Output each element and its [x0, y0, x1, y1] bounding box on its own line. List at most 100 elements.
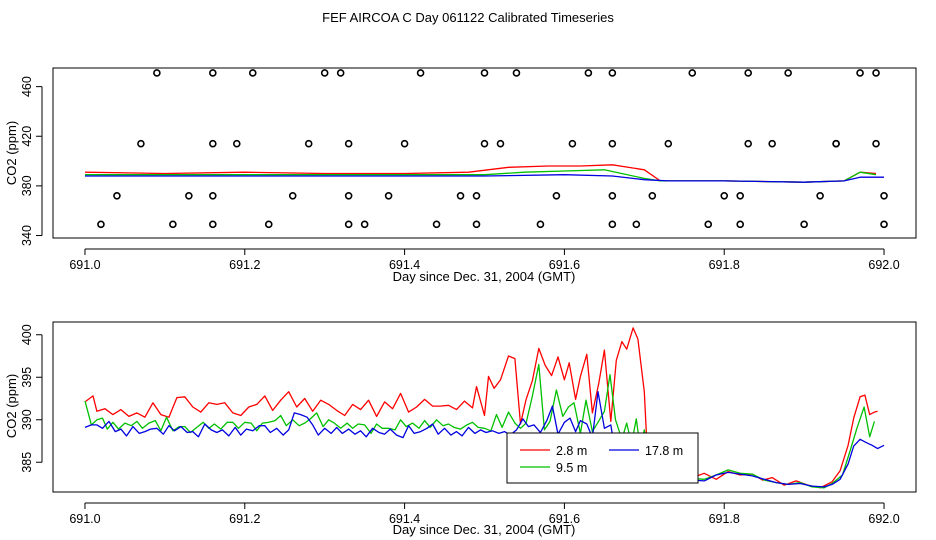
bottom-y-tick-label: 390: [20, 409, 34, 430]
top-x-axis: 691.0 691.2 691.4 691.6 691.8 692.0: [69, 248, 900, 272]
figure-title: FEF AIRCOA C Day 061122 Calibrated Times…: [322, 10, 614, 25]
top-plot-frame: [52, 67, 917, 239]
top-y-tick-label: 380: [20, 175, 34, 196]
top-data-point: [97, 220, 105, 229]
bottom-x-tick-label: 691.2: [229, 512, 260, 526]
top-data-point: [304, 139, 313, 148]
top-data-point: [209, 192, 217, 200]
bottom-panel: 691.0 691.2 691.4 691.6 691.8 692.0 385 390 395…: [4, 321, 917, 537]
top-data-point: [832, 139, 840, 148]
bottom-plot-frame: [52, 321, 917, 493]
bottom-series-line-2-8-m: [84, 327, 878, 489]
bottom-y-tick-label: 395: [20, 367, 34, 388]
top-data-point: [384, 192, 393, 200]
legend-box: [506, 432, 699, 484]
top-data-point: [496, 139, 505, 148]
top-data-point: [784, 69, 792, 77]
top-series-group: [84, 164, 884, 183]
top-data-point: [185, 192, 193, 200]
top-data-point: [872, 69, 880, 77]
bottom-x-tick-label: 692.0: [868, 512, 899, 526]
top-y-tick-label: 420: [20, 126, 34, 147]
top-data-point: [232, 139, 241, 148]
top-data-point: [264, 220, 273, 229]
bottom-series-group: [84, 327, 885, 489]
top-data-point: [744, 139, 752, 148]
top-x-tick-label: 691.6: [549, 258, 580, 272]
top-data-point: [880, 220, 888, 229]
top-data-point: [880, 192, 888, 200]
top-data-point: [432, 220, 441, 229]
top-data-point: [720, 192, 729, 200]
top-data-point: [704, 220, 713, 229]
top-data-point: [360, 220, 369, 229]
legend: 2.8 m 17.8 m 9.5 m: [506, 432, 699, 484]
top-x-tick-label: 691.2: [229, 258, 260, 272]
top-points-group: [97, 69, 888, 229]
top-data-point: [856, 69, 864, 77]
top-panel: 691.0 691.2 691.4 691.6 691.8 692.0 340 380 420…: [4, 67, 917, 284]
legend-label-2-8m: 2.8 m: [556, 444, 587, 458]
bottom-series-line-17-8-m: [84, 391, 885, 488]
top-data-point: [288, 192, 297, 200]
bottom-y-axis: 385 390 395 400: [20, 324, 43, 473]
top-data-point: [344, 139, 353, 148]
top-data-point: [744, 69, 752, 77]
top-data-point: [400, 139, 409, 148]
top-data-point: [608, 139, 617, 148]
top-data-point: [209, 69, 217, 77]
top-data-point: [480, 139, 489, 148]
top-x-tick-label: 692.0: [868, 258, 899, 272]
top-data-point: [344, 192, 353, 200]
top-x-tick-label: 691.4: [389, 258, 420, 272]
top-x-tick-label: 691.0: [69, 258, 100, 272]
top-data-point: [816, 192, 824, 200]
top-data-point: [608, 192, 617, 200]
top-data-point: [632, 220, 641, 229]
top-data-point: [416, 69, 425, 77]
top-data-point: [736, 192, 745, 200]
top-series-line-2-8-m: [84, 164, 877, 183]
top-data-point: [584, 69, 593, 77]
bottom-y-axis-label: CO2 (ppm): [4, 374, 19, 438]
top-x-tick-label: 691.8: [709, 258, 740, 272]
top-data-point: [137, 139, 145, 148]
top-data-point: [648, 192, 657, 200]
top-data-point: [472, 220, 481, 229]
top-y-axis-label: CO2 (ppm): [4, 121, 19, 185]
top-data-point: [336, 69, 345, 77]
bottom-x-tick-label: 691.8: [709, 512, 740, 526]
top-data-point: [800, 220, 808, 229]
bottom-x-axis: 691.0 691.2 691.4 691.6 691.8 692.0: [69, 502, 900, 526]
legend-label-9-5m: 9.5 m: [556, 461, 587, 475]
top-data-point: [552, 192, 561, 200]
top-data-point: [664, 139, 673, 148]
legend-label-17-8m: 17.8 m: [645, 444, 683, 458]
top-data-point: [608, 69, 617, 77]
top-data-point: [209, 139, 217, 148]
top-data-point: [512, 69, 521, 77]
bottom-x-tick-label: 691.0: [69, 512, 100, 526]
top-y-axis: 340 380 420 460: [20, 76, 43, 246]
top-data-point: [248, 69, 257, 77]
top-data-point: [536, 220, 545, 229]
top-data-point: [344, 220, 353, 229]
top-data-point: [568, 139, 577, 148]
top-data-point: [872, 139, 880, 148]
top-data-point: [320, 69, 329, 77]
top-data-point: [472, 192, 481, 200]
top-data-point: [768, 139, 776, 148]
bottom-y-tick-label: 400: [20, 324, 34, 345]
top-y-tick-label: 340: [20, 225, 34, 246]
top-data-point: [688, 69, 697, 77]
top-y-tick-label: 460: [20, 76, 34, 97]
top-data-point: [113, 192, 121, 200]
top-data-point: [456, 192, 465, 200]
top-data-point: [736, 220, 745, 229]
top-data-point: [153, 69, 161, 77]
bottom-x-tick-label: 691.6: [549, 512, 580, 526]
top-data-point: [608, 220, 617, 229]
top-data-point: [169, 220, 177, 229]
top-data-point: [480, 69, 489, 77]
